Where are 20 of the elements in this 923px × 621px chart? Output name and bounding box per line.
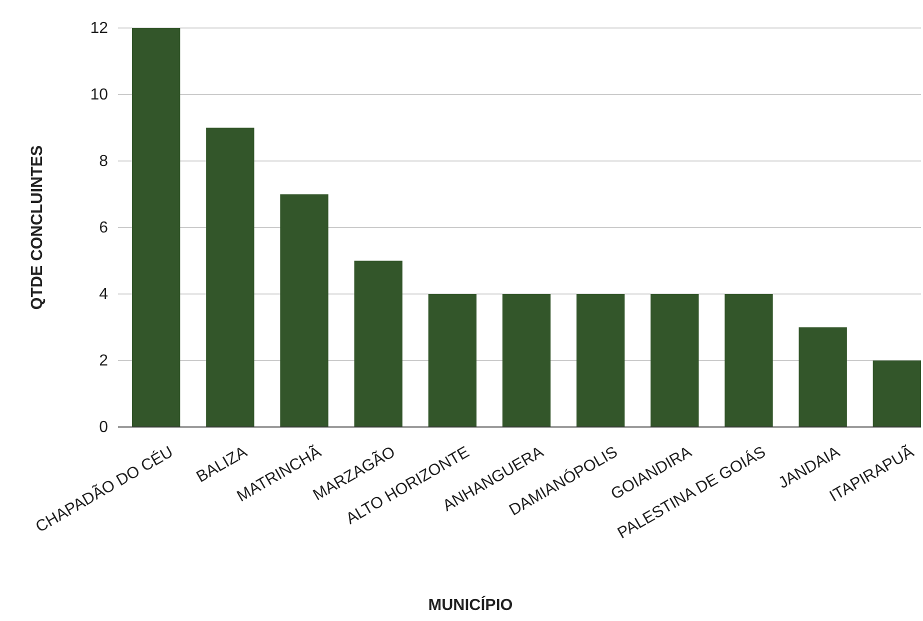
bar [650, 294, 699, 427]
bar [576, 294, 625, 427]
x-axis-title: MUNICÍPIO [428, 595, 513, 614]
bar [872, 360, 921, 427]
bar [502, 294, 551, 427]
bar [798, 327, 847, 427]
y-tick-label: 10 [90, 86, 108, 104]
y-tick-label: 4 [99, 286, 108, 304]
bar [354, 260, 402, 427]
y-tick-label: 0 [99, 419, 108, 436]
bar [724, 294, 773, 427]
y-axis-title: QTDE CONCLUINTES [29, 144, 46, 310]
bar [206, 128, 254, 427]
bar [428, 294, 476, 427]
bar [280, 194, 328, 427]
y-tick-label: 8 [99, 153, 108, 170]
y-tick-label: 6 [99, 220, 108, 237]
y-tick-label: 2 [99, 352, 108, 370]
bar [132, 28, 180, 427]
y-tick-label: 12 [90, 20, 108, 38]
